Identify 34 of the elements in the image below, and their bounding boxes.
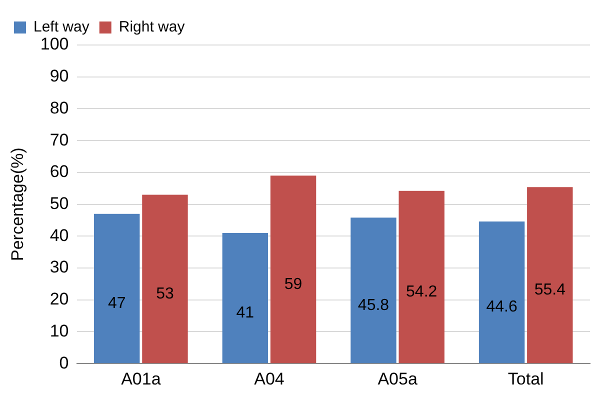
legend-label: Right way bbox=[118, 18, 186, 36]
x-tick-label: A05a bbox=[378, 369, 418, 388]
bar bbox=[478, 222, 525, 364]
x-tick-label: A04 bbox=[254, 369, 284, 388]
y-tick-label: 40 bbox=[50, 226, 69, 245]
data-label: 45.8 bbox=[358, 296, 390, 314]
data-label: 59 bbox=[284, 276, 302, 293]
data-label: 41 bbox=[236, 304, 254, 322]
x-tick-label: Total bbox=[508, 369, 544, 388]
bar bbox=[94, 214, 140, 364]
y-tick-label: 60 bbox=[50, 162, 69, 182]
y-tick-label: 20 bbox=[50, 290, 69, 309]
y-tick-label: 100 bbox=[40, 34, 69, 54]
y-tick-label: 80 bbox=[50, 98, 69, 118]
bar bbox=[527, 187, 573, 364]
y-tick-label: 0 bbox=[59, 353, 69, 372]
y-axis-title: Percentage(%) bbox=[8, 148, 27, 261]
bar bbox=[398, 190, 444, 364]
bar bbox=[350, 218, 396, 364]
y-tick-label: 30 bbox=[50, 258, 69, 277]
data-label: 55.4 bbox=[534, 282, 566, 299]
data-label: 53 bbox=[156, 285, 174, 302]
bar bbox=[222, 232, 268, 364]
y-tick-label: 90 bbox=[50, 66, 69, 86]
data-label: 44.6 bbox=[486, 298, 518, 316]
data-label: 47 bbox=[108, 294, 126, 312]
bar bbox=[270, 176, 316, 364]
x-tick-label: A01a bbox=[121, 369, 162, 388]
legend-label: Left way bbox=[34, 18, 90, 36]
y-tick-label: 10 bbox=[50, 321, 69, 340]
y-tick-label: 70 bbox=[50, 130, 69, 150]
data-label: 54.2 bbox=[406, 283, 438, 300]
bar bbox=[142, 194, 188, 364]
y-tick-label: 50 bbox=[50, 194, 69, 213]
